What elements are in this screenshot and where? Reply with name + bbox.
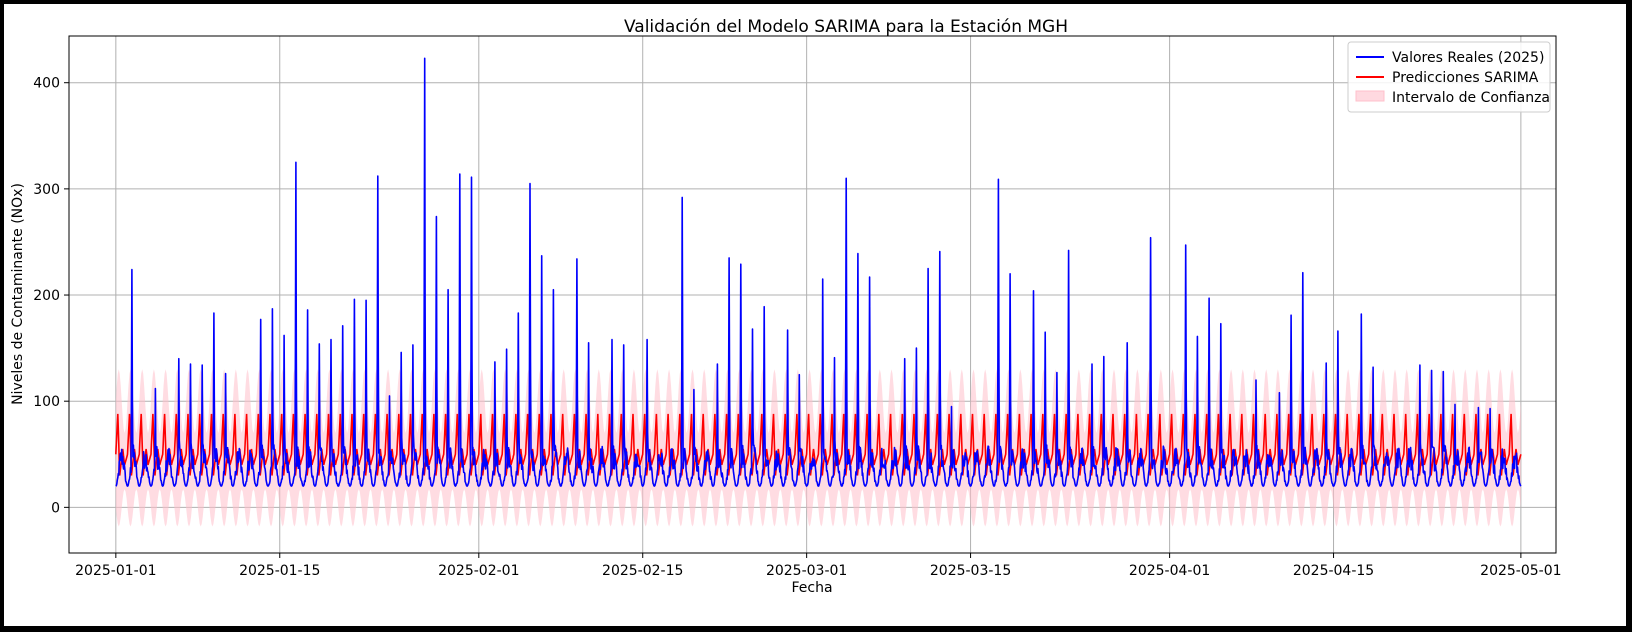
legend-swatch-band	[1355, 90, 1385, 102]
prediction-series	[115, 413, 1522, 476]
legend-label-real: Valores Reales (2025)	[1392, 50, 1544, 66]
y-tick-label: 0	[51, 500, 60, 516]
legend: Valores Reales (2025) Predicciones SARIM…	[1347, 41, 1551, 113]
real-values-series	[115, 57, 1522, 487]
x-tick-label: 2025-04-01	[1129, 563, 1210, 579]
y-tick-label: 100	[33, 394, 60, 410]
y-axis-label: Niveles de Contaminante (NOx)	[10, 183, 26, 405]
x-tick-label: 2025-01-15	[239, 563, 320, 579]
y-axis: 0 100 200 300 400	[33, 76, 69, 516]
prediction-line	[115, 413, 1522, 476]
x-tick-label: 2025-01-01	[75, 563, 156, 579]
x-tick-label: 2025-02-15	[602, 563, 683, 579]
x-tick-label: 2025-02-01	[438, 563, 519, 579]
x-axis-label: Fecha	[791, 580, 832, 596]
sarima-chart: Validación del Modelo SARIMA para la Est…	[10, 17, 1562, 596]
legend-label-band: Intervalo de Confianza	[1392, 90, 1550, 106]
x-tick-label: 2025-03-01	[766, 563, 847, 579]
x-axis: 2025-01-01 2025-01-15 2025-02-01 2025-02-15…	[75, 553, 1562, 579]
legend-box	[1347, 41, 1551, 113]
real-values-line	[115, 57, 1522, 487]
x-tick-label: 2025-05-01	[1480, 563, 1561, 579]
legend-label-pred: Predicciones SARIMA	[1392, 70, 1539, 86]
figure: Validación del Modelo SARIMA para la Est…	[4, 4, 1626, 626]
y-tick-label: 300	[33, 182, 60, 198]
plot-area-frame	[68, 35, 1557, 554]
x-tick-label: 2025-04-15	[1293, 563, 1374, 579]
chart-title: Validación del Modelo SARIMA para la Est…	[624, 17, 1068, 37]
x-tick-label: 2025-03-15	[930, 563, 1011, 579]
y-tick-label: 200	[33, 288, 60, 304]
y-tick-label: 400	[33, 76, 60, 92]
